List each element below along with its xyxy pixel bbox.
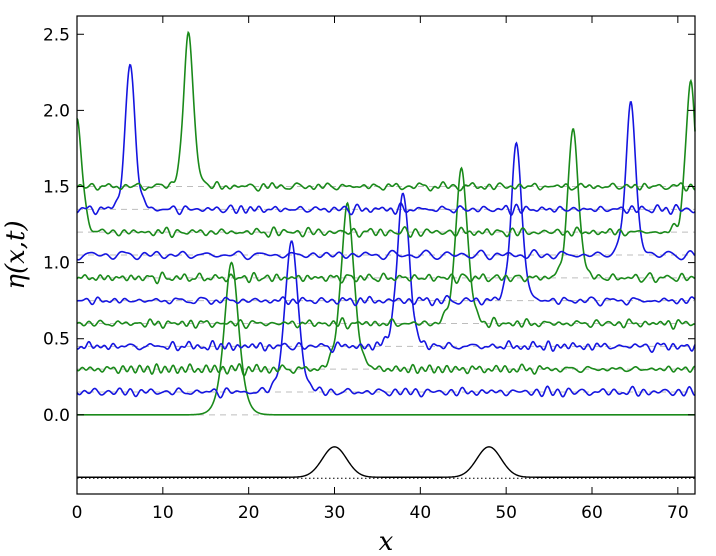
y-tick-label: 2.0 [43, 101, 70, 121]
x-tick-label: 0 [72, 503, 83, 523]
y-tick-label: 1.5 [43, 177, 70, 197]
wave-series-7 [76, 101, 696, 261]
wave-series-1 [76, 240, 696, 399]
wave-series-6 [76, 128, 696, 285]
y-axis-label: η(x,t) [1, 220, 31, 289]
bathymetry-layer [77, 446, 695, 479]
wave-series-2 [76, 201, 696, 377]
bathymetry-line [77, 446, 695, 478]
wave-series-5 [76, 141, 696, 307]
wave-series-9 [76, 63, 696, 216]
x-tick-label: 70 [667, 503, 689, 523]
x-tick-label: 20 [238, 503, 260, 523]
wave-series-0 [77, 261, 695, 416]
x-tick-label: 30 [324, 503, 346, 523]
wave-series-8 [76, 78, 696, 239]
y-tick-label: 0.5 [43, 330, 70, 350]
x-tick-label: 10 [152, 503, 174, 523]
wave-series-10 [76, 30, 696, 192]
wave-series-layer [76, 30, 696, 416]
wave-series-3 [76, 192, 696, 354]
axis-ticks: 0 10 20 30 40 50 60 70 0.0 0.5 1.0 1.5 2.0 2.5 [43, 16, 695, 523]
x-tick-label: 40 [410, 503, 432, 523]
y-tick-label: 0.0 [43, 406, 70, 426]
wave-series-4 [76, 166, 696, 330]
plot-frame [76, 15, 696, 495]
y-tick-label: 1.0 [43, 254, 70, 274]
x-tick-label: 60 [581, 503, 603, 523]
y-tick-label: 2.5 [43, 25, 70, 45]
x-tick-label: 50 [495, 503, 517, 523]
x-axis-label: x [379, 527, 394, 556]
